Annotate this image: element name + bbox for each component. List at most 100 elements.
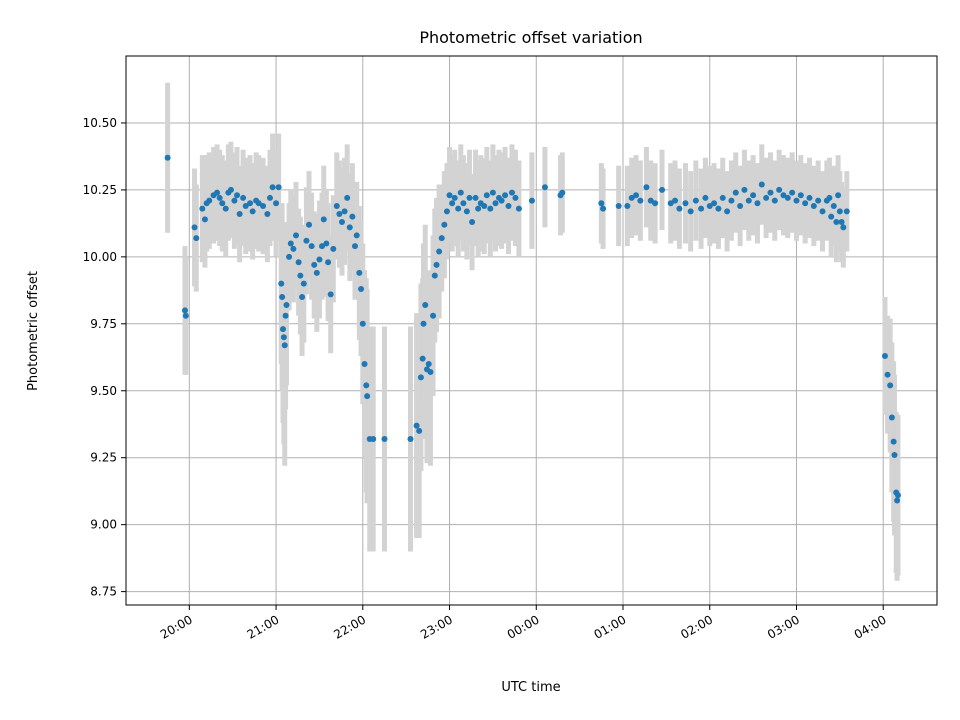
data-point (890, 438, 897, 445)
y-tick-label: 9.50 (90, 384, 117, 398)
data-point (797, 192, 804, 199)
data-point (422, 302, 429, 309)
data-point (472, 194, 479, 201)
data-point (624, 202, 631, 209)
data-point (275, 184, 282, 191)
data-point (300, 280, 307, 287)
data-point (894, 492, 901, 499)
data-point (273, 200, 280, 207)
data-point (438, 235, 445, 242)
data-point (515, 205, 522, 212)
data-point (349, 213, 356, 220)
data-point (407, 435, 414, 442)
data-point (287, 240, 294, 247)
data-point (336, 211, 343, 218)
data-point (667, 200, 674, 207)
data-point (181, 307, 188, 314)
data-point (830, 202, 837, 209)
data-point (433, 261, 440, 268)
data-point (420, 320, 427, 327)
data-point (247, 200, 254, 207)
data-point (840, 224, 847, 231)
data-point (193, 235, 200, 242)
data-points (164, 154, 901, 504)
data-point (264, 211, 271, 218)
y-tick-label: 10.00 (83, 250, 117, 264)
data-point (815, 197, 822, 204)
data-point (282, 312, 289, 319)
data-point (341, 208, 348, 215)
data-point (441, 221, 448, 228)
y-tick-label: 9.25 (90, 451, 117, 465)
data-point (431, 272, 438, 279)
data-point (732, 189, 739, 196)
data-point (306, 221, 313, 228)
data-point (319, 243, 326, 250)
data-point (615, 202, 622, 209)
data-point (888, 414, 895, 421)
data-point (758, 181, 765, 188)
data-point (236, 211, 243, 218)
data-point (416, 427, 423, 434)
data-point (280, 334, 287, 341)
data-point (293, 232, 300, 239)
data-point (728, 197, 735, 204)
data-point (363, 382, 370, 389)
y-tick-label: 10.25 (83, 183, 117, 197)
data-point (260, 202, 267, 209)
data-point (682, 200, 689, 207)
data-point (279, 326, 286, 333)
data-point (489, 189, 496, 196)
data-point (771, 197, 778, 204)
data-point (643, 184, 650, 191)
data-point (481, 202, 488, 209)
data-point (498, 197, 505, 204)
data-point (219, 200, 226, 207)
data-point (449, 200, 456, 207)
data-point (508, 189, 515, 196)
data-point (835, 192, 842, 199)
data-point (427, 369, 434, 376)
data-point (745, 197, 752, 204)
data-point (487, 205, 494, 212)
data-point (802, 200, 809, 207)
data-point (353, 232, 360, 239)
data-point (887, 382, 894, 389)
data-point (763, 194, 770, 201)
data-point (647, 197, 654, 204)
data-point (819, 208, 826, 215)
data-point (356, 269, 363, 276)
data-point (469, 219, 476, 226)
y-ticks: 8.75 9.00 9.25 9.50 9.75 10.00 10.25 10.50 (83, 116, 126, 599)
data-point (659, 186, 666, 193)
data-point (702, 194, 709, 201)
data-point (559, 189, 566, 196)
data-point (381, 435, 388, 442)
data-point (451, 194, 458, 201)
data-point (698, 205, 705, 212)
data-point (216, 194, 223, 201)
data-point (308, 243, 315, 250)
data-point (460, 200, 467, 207)
data-point (806, 194, 813, 201)
data-point (286, 253, 293, 260)
data-point (299, 294, 306, 301)
data-point (182, 312, 189, 319)
data-point (894, 497, 901, 504)
plot-frame (125, 55, 938, 606)
data-point (706, 202, 713, 209)
y-tick-label: 9.00 (90, 518, 117, 532)
data-point (502, 192, 509, 199)
data-point (436, 248, 443, 255)
data-point (364, 393, 371, 400)
data-point (884, 371, 891, 378)
data-point (741, 186, 748, 193)
data-point (711, 200, 718, 207)
data-point (417, 374, 424, 381)
data-point (881, 352, 888, 359)
data-point (279, 294, 286, 301)
data-point (320, 216, 327, 223)
x-axis-label: UTC time (501, 680, 560, 695)
data-point (780, 192, 787, 199)
chart-title: Photometric offset variation (419, 28, 642, 47)
